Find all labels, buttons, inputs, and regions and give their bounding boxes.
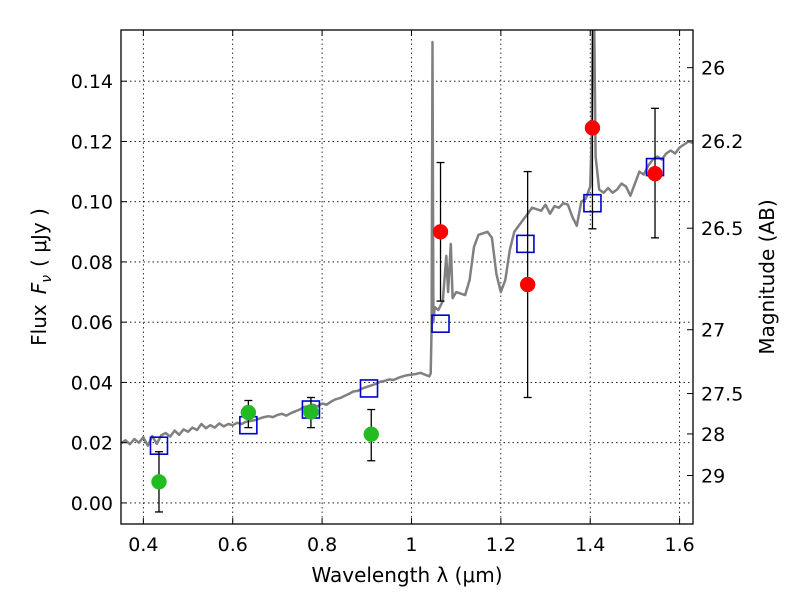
x-axis-label: Wavelength λ (μm) xyxy=(311,563,502,587)
y-tick-label: 0.02 xyxy=(71,433,113,455)
y2-tick-label: 26 xyxy=(701,58,725,80)
optical-flux-point xyxy=(151,474,167,490)
y-tick-label: 0.12 xyxy=(71,131,113,153)
y2-tick-label: 26.2 xyxy=(701,131,743,153)
y2-tick-label: 26.5 xyxy=(701,218,743,240)
model-flux-square xyxy=(516,234,535,254)
grid-lines xyxy=(121,30,693,524)
y-tick-label: 0.08 xyxy=(71,252,113,274)
y2-tick-label: 28 xyxy=(701,424,725,446)
y-tick-label: 0.14 xyxy=(71,71,113,93)
x-tick-label: 1.4 xyxy=(575,534,605,556)
y-axis-label-symbol: F xyxy=(27,282,51,294)
axis-ticks: 0.4 0.6 0.8 1 1.2 1.4 1.6 0.00 0.02 0.04 0.06 0.08 0… xyxy=(71,30,743,556)
x-tick-label: 0.8 xyxy=(307,534,337,556)
model-flux-square xyxy=(431,314,450,333)
y-axis-label-prefix: Flux xyxy=(27,304,51,346)
optical-flux-point xyxy=(303,404,319,420)
x-tick-label: 0.6 xyxy=(218,534,248,556)
y2-tick-label: 27.5 xyxy=(701,384,743,406)
y-tick-label: 0.04 xyxy=(71,372,113,394)
nir-flux-point xyxy=(647,165,663,182)
y-axis-label-unit: ( μJy ) xyxy=(27,208,51,267)
optical-flux-point xyxy=(363,426,379,442)
y-tick-label: 0.06 xyxy=(71,312,113,334)
y2-tick-label: 27 xyxy=(701,320,725,342)
nir-flux-point xyxy=(584,120,601,136)
y-axis-label-subscript: ν xyxy=(39,275,55,283)
y2-tick-label: 29 xyxy=(701,466,725,488)
x-tick-label: 0.4 xyxy=(128,534,158,556)
nir-flux-point xyxy=(432,224,449,240)
plot-frame xyxy=(120,29,694,525)
y2-axis-label: Magnitude (AB) xyxy=(755,199,779,354)
optical-flux-point xyxy=(240,404,257,421)
x-tick-label: 1 xyxy=(405,534,417,556)
y-tick-label: 0.10 xyxy=(71,192,113,214)
x-tick-label: 1.6 xyxy=(664,534,694,556)
nir-flux-point xyxy=(519,276,536,293)
y-axis-label: Flux Fν ( μJy ) xyxy=(27,208,55,346)
x-tick-label: 1.2 xyxy=(486,534,516,556)
plot-area xyxy=(121,30,693,513)
y-tick-label: 0.00 xyxy=(71,493,113,515)
spectrum-line xyxy=(121,30,693,447)
model-flux-square xyxy=(359,379,379,398)
